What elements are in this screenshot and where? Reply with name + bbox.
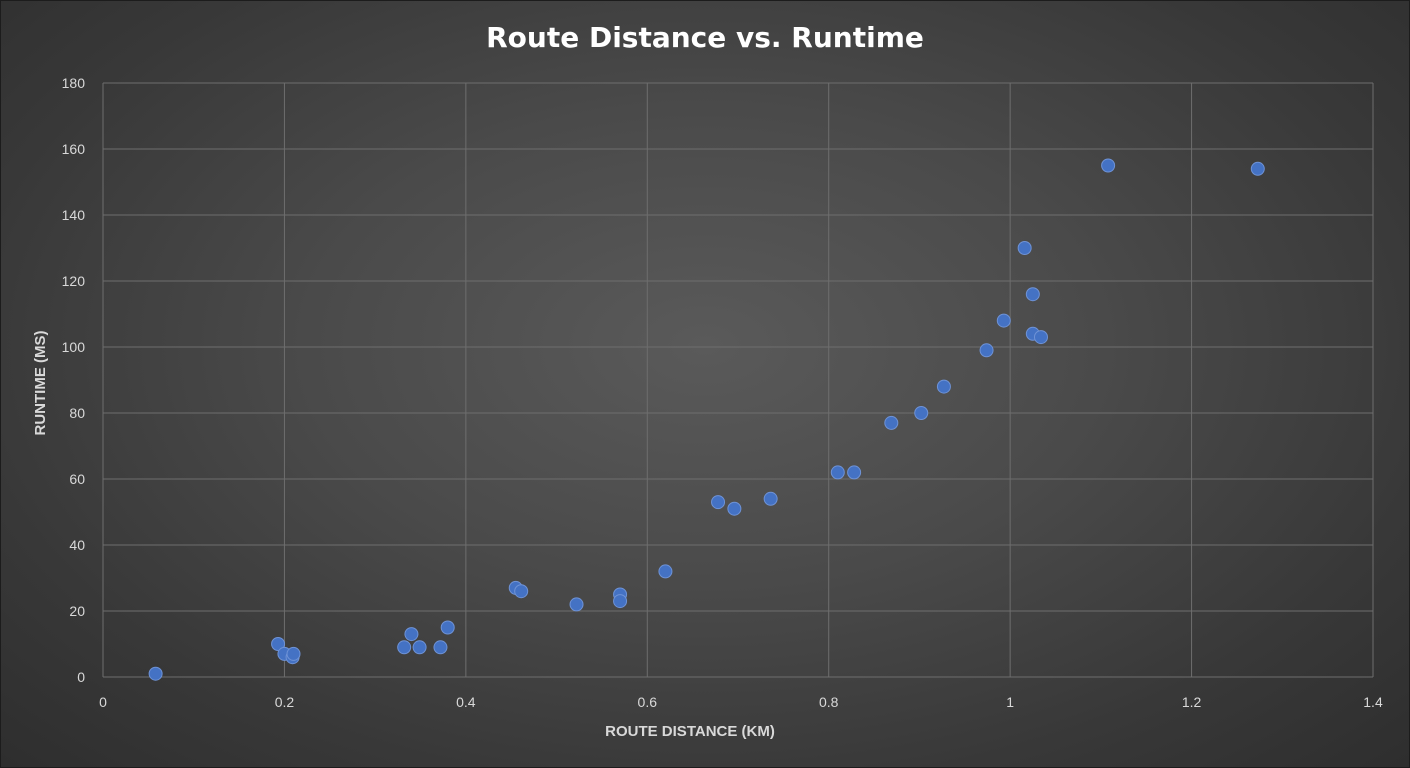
data-point: [148, 666, 163, 681]
data-point: [271, 637, 286, 651]
x-tick-label: 0.6: [638, 694, 658, 710]
y-axis-ticks: 0 20 40 60 80 100 120 140 160 180: [62, 75, 86, 685]
data-point: [1017, 241, 1032, 255]
x-tick-label: 0.2: [275, 694, 295, 710]
y-axis-title: RUNTIME (MS): [32, 331, 49, 436]
y-tick-label: 180: [62, 75, 86, 91]
y-tick-label: 60: [69, 471, 85, 487]
data-point: [996, 313, 1011, 328]
x-tick-label: 1.4: [1363, 694, 1383, 710]
data-points: [148, 158, 1265, 681]
y-tick-label: 0: [77, 669, 85, 685]
y-tick-label: 40: [69, 537, 85, 553]
data-point: [412, 640, 427, 655]
y-tick-label: 140: [62, 207, 86, 223]
x-axis-ticks: 0 0.2 0.4 0.6 0.8 1 1.2 1.4: [99, 694, 1383, 710]
x-tick-label: 0.8: [819, 694, 839, 710]
data-point: [514, 584, 529, 599]
data-point: [569, 597, 584, 612]
data-point: [404, 627, 419, 642]
y-tick-label: 100: [62, 339, 86, 355]
data-point: [440, 620, 455, 635]
data-point: [727, 501, 742, 516]
data-point: [763, 491, 778, 506]
x-tick-label: 0.4: [456, 694, 476, 710]
data-point: [286, 646, 301, 661]
data-point: [830, 465, 845, 480]
data-point: [979, 343, 994, 358]
x-axis-title: ROUTE DISTANCE (KM): [605, 723, 775, 740]
gridlines: [102, 82, 1374, 678]
data-point: [884, 415, 899, 430]
data-point: [1101, 158, 1116, 173]
data-point: [847, 465, 862, 480]
data-point: [613, 594, 628, 609]
x-tick-label: 1: [1006, 694, 1014, 710]
data-point: [433, 640, 448, 655]
data-point: [1025, 287, 1040, 302]
y-tick-label: 120: [62, 273, 86, 289]
data-point: [936, 379, 951, 394]
y-tick-label: 80: [69, 405, 85, 421]
data-point: [1033, 330, 1048, 345]
x-tick-label: 1.2: [1182, 694, 1202, 710]
data-point: [711, 495, 726, 510]
y-tick-label: 20: [69, 603, 85, 619]
data-point: [658, 564, 673, 579]
data-point: [397, 640, 412, 655]
chart-title: Route Distance vs. Runtime: [486, 21, 924, 54]
y-tick-label: 160: [62, 141, 86, 157]
data-point: [914, 406, 929, 420]
data-point: [1250, 161, 1265, 176]
x-tick-label: 0: [99, 694, 107, 710]
